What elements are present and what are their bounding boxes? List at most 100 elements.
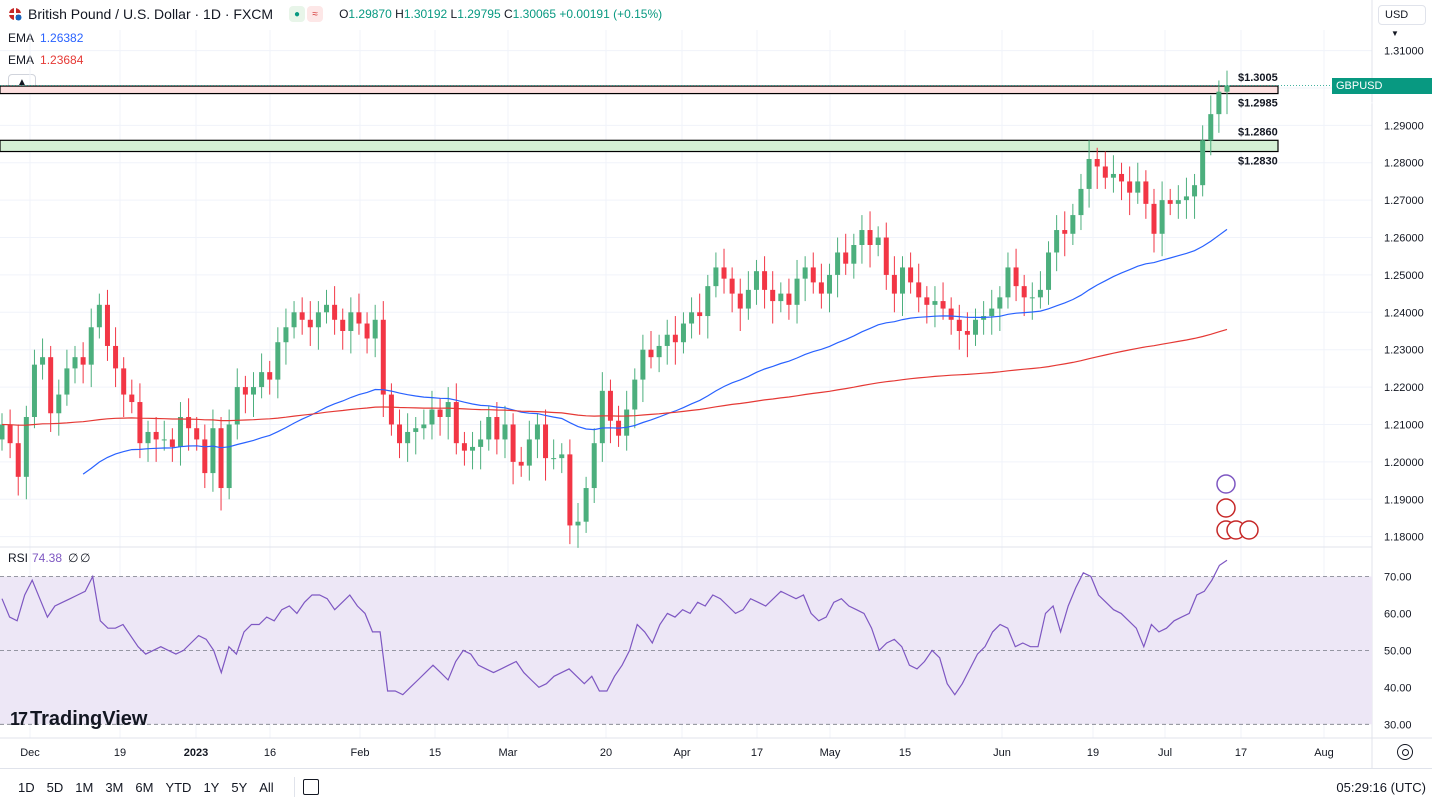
candle-down: [153, 431, 159, 440]
timeframe-6m[interactable]: 6M: [135, 779, 154, 795]
candle-up: [1208, 114, 1214, 141]
currency-selector[interactable]: USD ▼: [1378, 5, 1426, 38]
candle-up: [851, 245, 857, 264]
candle-down: [1167, 200, 1173, 204]
candle-down: [1021, 286, 1027, 298]
candle-down: [1013, 267, 1019, 287]
candle-up: [283, 327, 289, 343]
candle-up: [478, 439, 484, 447]
candle-up: [1135, 181, 1141, 193]
currency-pair-icon: [9, 8, 22, 21]
timeframe-1y[interactable]: 1Y: [203, 779, 220, 795]
candle-down: [510, 424, 516, 462]
lightning-icon: [1216, 474, 1236, 494]
rsi-value: 74.38: [32, 551, 62, 565]
candle-up: [1070, 215, 1076, 234]
us-flag-icon: [1239, 520, 1259, 540]
candle-up: [640, 349, 646, 380]
utc-clock[interactable]: 05:29:16 (UTC): [1336, 779, 1426, 795]
y-tick-label: 1.27000: [1384, 195, 1424, 207]
candle-up: [1110, 173, 1116, 178]
candle-up: [324, 304, 330, 313]
timeframe-5y[interactable]: 5Y: [231, 779, 248, 795]
market-status-pill[interactable]: ● ≈: [289, 6, 324, 22]
candle-up: [31, 364, 37, 417]
candle-down: [818, 282, 824, 294]
candle-down: [543, 424, 549, 459]
candle-up: [1192, 185, 1198, 197]
candle-up: [234, 387, 240, 425]
ema-fast-legend[interactable]: EMA 1.26382: [8, 31, 84, 45]
rsi-tick-label: 50.00: [1384, 645, 1412, 657]
timeframe-5d[interactable]: 5D: [46, 779, 64, 795]
ohlc-readout: O1.29870 H1.30192 L1.29795 C1.30065 +0.0…: [339, 7, 663, 21]
candle-up: [0, 424, 5, 440]
candle-down: [7, 424, 13, 444]
timeframe-3m[interactable]: 3M: [105, 779, 124, 795]
candle-up: [445, 402, 451, 417]
candle-down: [340, 319, 346, 331]
candle-up: [226, 424, 232, 489]
candle-up: [802, 267, 808, 279]
candle-down: [762, 271, 768, 290]
candle-down: [916, 282, 922, 298]
candle-up: [275, 342, 281, 380]
candle-down: [518, 461, 524, 466]
candle-up: [664, 334, 670, 346]
chevron-down-icon: ▼: [1391, 29, 1399, 38]
x-tick-label: May: [820, 747, 841, 759]
y-tick-label: 1.25000: [1384, 270, 1424, 282]
toolbar-divider: [293, 777, 295, 797]
support-zone: [0, 139, 1279, 153]
settings-gear-icon[interactable]: [1397, 744, 1413, 760]
candle-down: [648, 349, 654, 358]
candle-down: [137, 402, 143, 444]
symbol-title[interactable]: British Pound / U.S. Dollar · 1D · FXCM: [28, 6, 274, 22]
y-tick-label: 1.26000: [1384, 233, 1424, 245]
candle-down: [891, 274, 897, 294]
candle-down: [737, 293, 743, 309]
candle-down: [1094, 159, 1100, 167]
chart-legend: British Pound / U.S. Dollar · 1D · FXCM …: [8, 6, 662, 22]
timeframe-ytd[interactable]: YTD: [165, 779, 192, 795]
candle-up: [689, 312, 695, 324]
candle-up: [1037, 289, 1043, 298]
candle-down: [908, 267, 914, 283]
timeframe-all[interactable]: All: [259, 779, 274, 795]
candle-down: [494, 417, 500, 440]
candle-down: [1062, 230, 1068, 234]
candle-down: [356, 312, 362, 324]
rsi-tick-label: 60.00: [1384, 608, 1412, 620]
timeframe-1d[interactable]: 1D: [18, 779, 35, 795]
candle-down: [218, 428, 224, 489]
candle-up: [177, 417, 183, 447]
candle-down: [1151, 203, 1157, 234]
candle-up: [1216, 91, 1222, 115]
candle-up: [835, 252, 841, 275]
candle-up: [583, 488, 589, 522]
market-open-icon: ●: [289, 6, 306, 22]
bottom-toolbar: 1D 5D 1M 3M 6M YTD 1Y 5Y All 05:29:16 (UTC): [0, 768, 1432, 805]
resistance-zone: [0, 85, 1279, 95]
candle-up: [421, 424, 427, 429]
candle-down: [697, 312, 703, 317]
calendar-icon[interactable]: [302, 779, 319, 795]
candle-down: [883, 237, 889, 275]
candle-up: [40, 357, 46, 365]
candle-down: [1127, 181, 1133, 193]
candle-down: [364, 323, 370, 339]
y-tick-label: 1.29000: [1384, 120, 1424, 132]
ema-slow-legend[interactable]: EMA 1.23684: [8, 53, 84, 67]
candle-up: [210, 428, 216, 474]
candle-up: [1086, 159, 1092, 189]
candle-up: [259, 372, 265, 388]
candle-up: [1224, 85, 1230, 92]
candle-up: [875, 237, 881, 245]
candle-down: [567, 454, 573, 526]
zone-top-label: $1.3005: [1238, 72, 1278, 84]
candle-up: [705, 286, 711, 317]
price-chart[interactable]: 1.310001.300001.290001.280001.270001.260…: [0, 0, 1432, 768]
x-tick-label: 19: [1087, 747, 1099, 759]
timeframe-1m[interactable]: 1M: [75, 779, 94, 795]
candle-up: [1054, 230, 1060, 253]
